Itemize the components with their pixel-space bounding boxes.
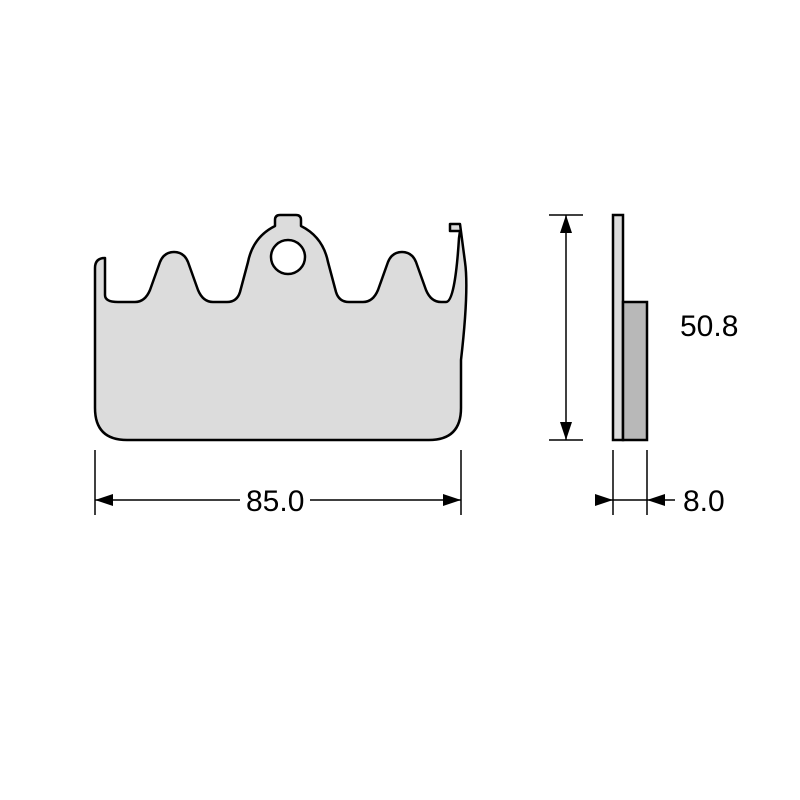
side-backing-plate: [613, 215, 623, 440]
dimension-thickness: [595, 450, 675, 515]
side-friction-material: [623, 302, 647, 440]
height-value: 50.8: [680, 310, 738, 344]
width-value: 85.0: [240, 485, 310, 519]
thickness-value: 8.0: [683, 485, 725, 519]
dimension-height: [549, 215, 583, 440]
mounting-hole: [271, 240, 305, 274]
front-view: [95, 215, 466, 440]
side-view: [613, 215, 647, 440]
technical-drawing: 85.0 50.8 8.0: [0, 0, 800, 800]
drawing-svg: [0, 0, 800, 800]
